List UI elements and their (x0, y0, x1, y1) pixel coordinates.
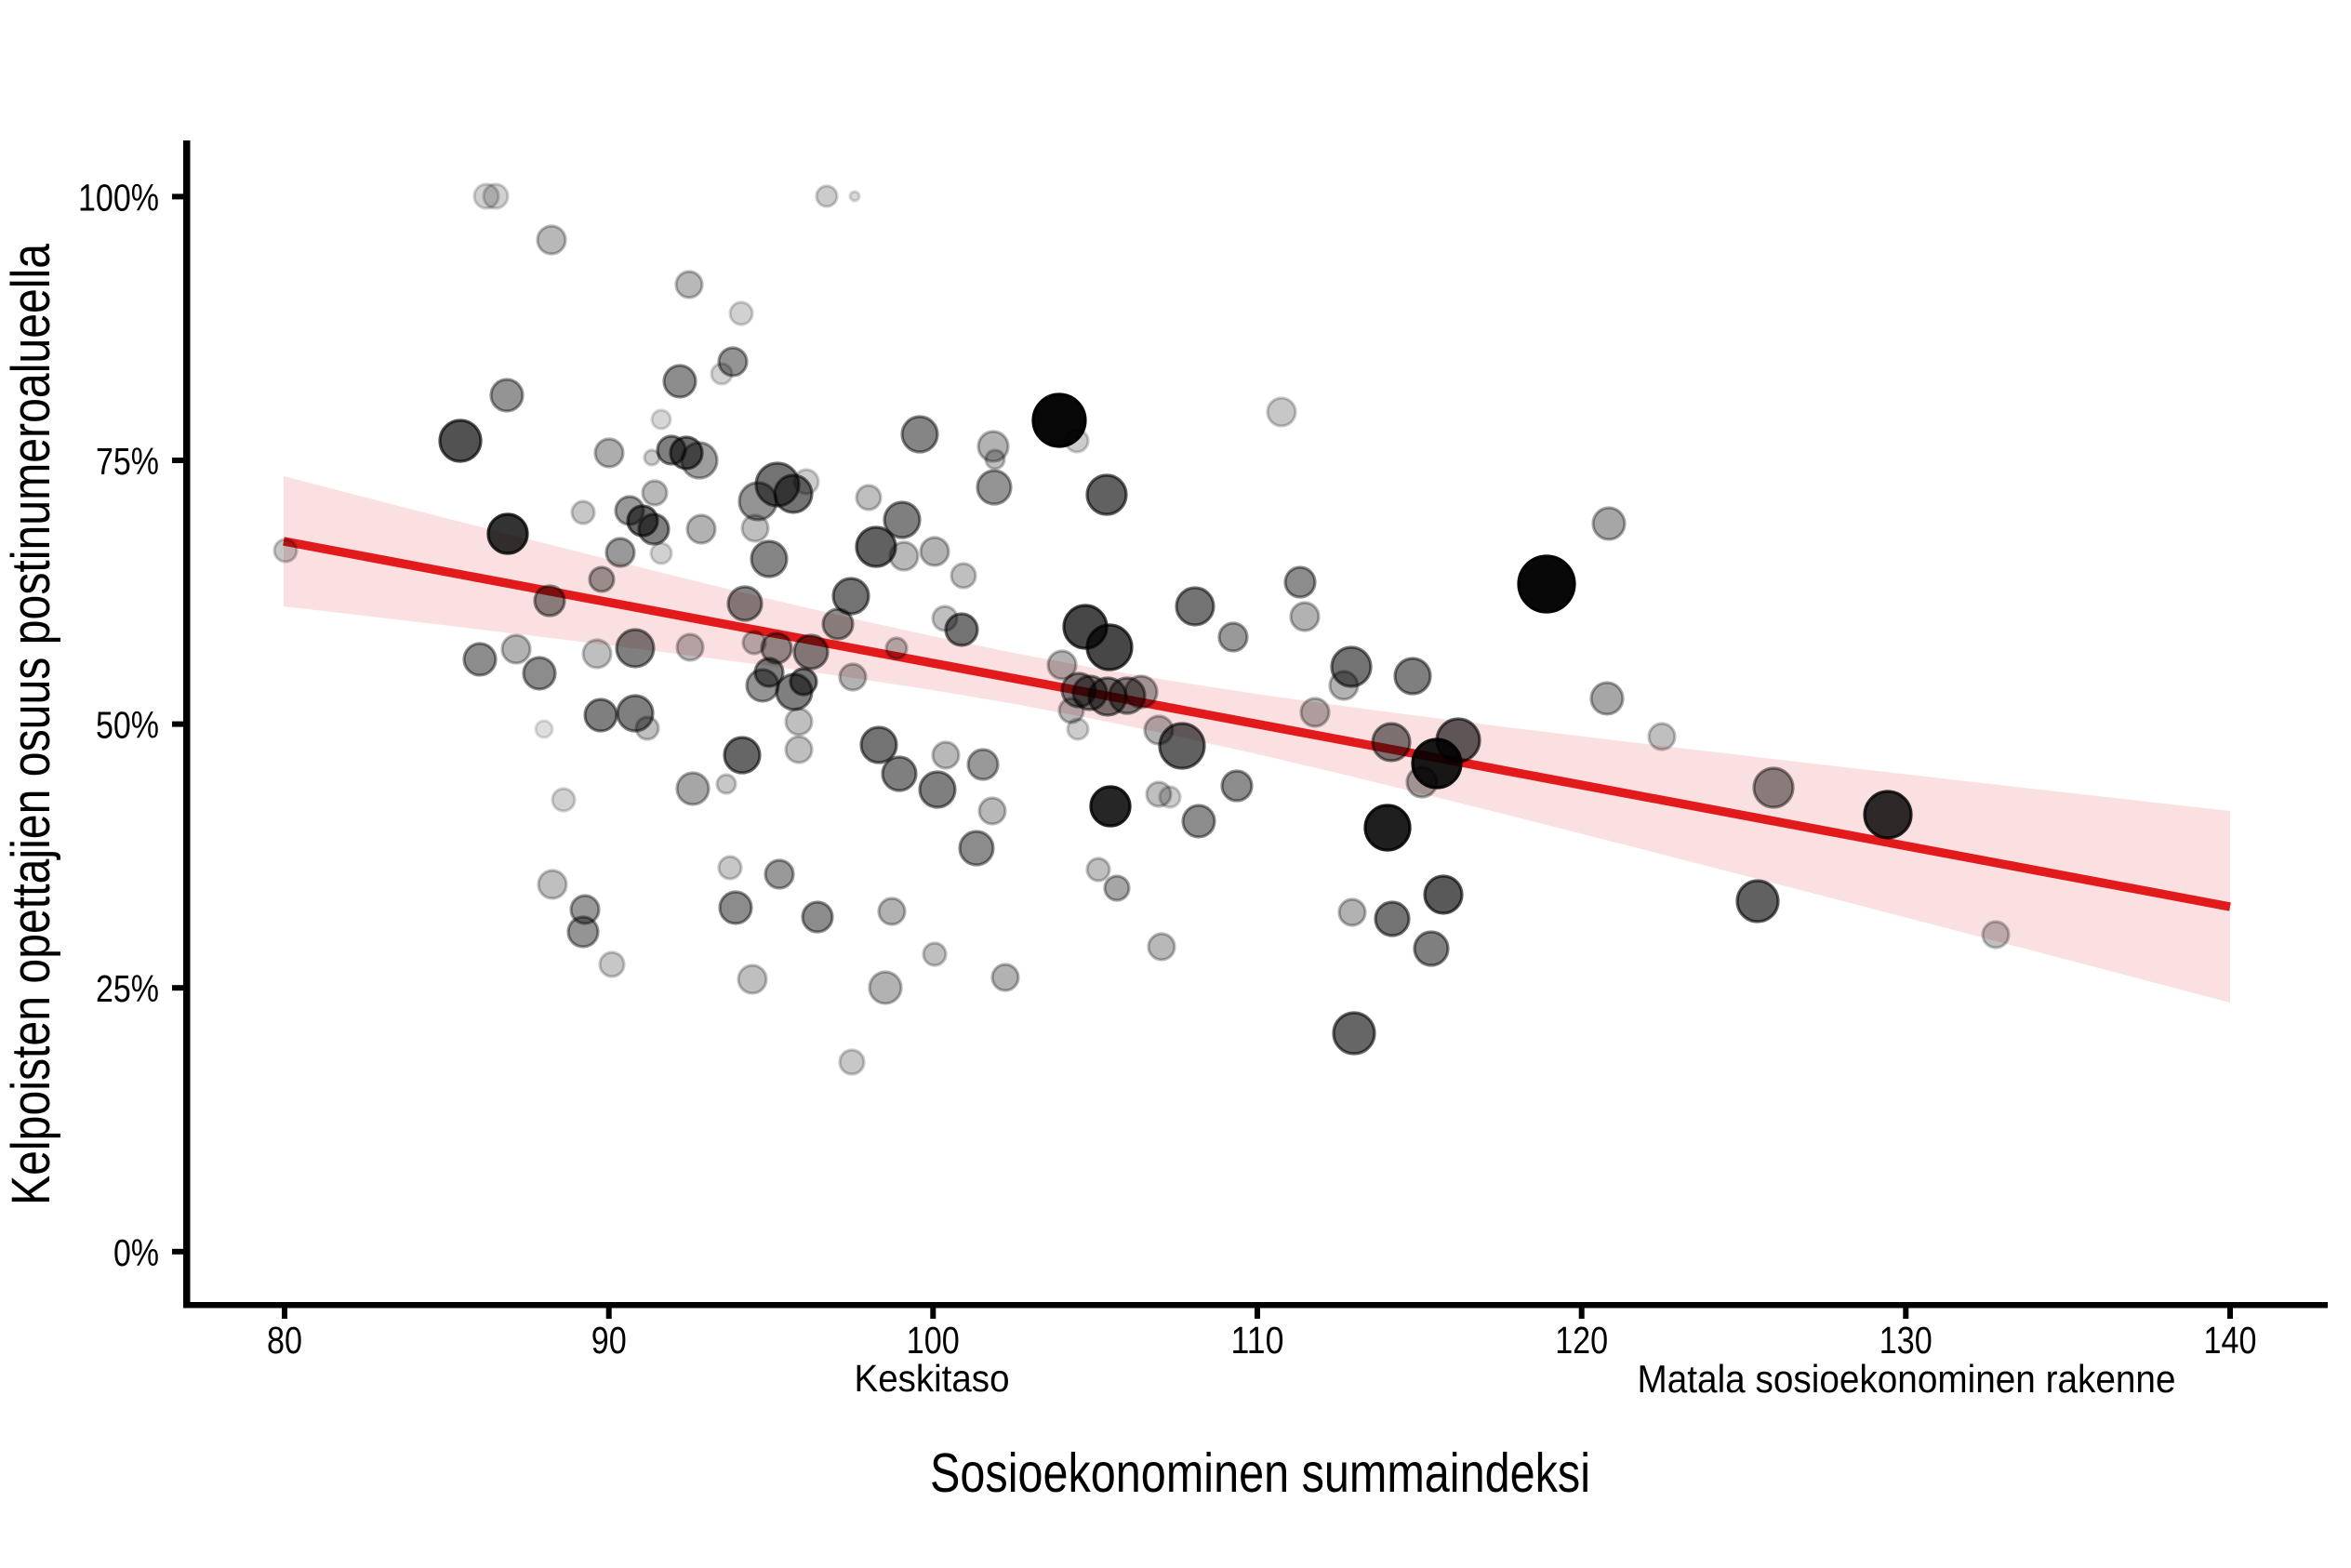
svg-text:80: 80 (267, 1319, 302, 1362)
svg-text:130: 130 (1879, 1319, 1933, 1362)
svg-text:Kelpoisten opettajien osuus po: Kelpoisten opettajien osuus postinumeroa… (1, 243, 61, 1205)
svg-text:120: 120 (1555, 1319, 1608, 1362)
svg-text:Sosioekonominen summaindeksi: Sosioekonominen summaindeksi (930, 1442, 1590, 1504)
svg-text:0%: 0% (113, 1231, 159, 1274)
svg-text:25%: 25% (96, 967, 159, 1010)
svg-text:Matala sosioekonominen rakenne: Matala sosioekonominen rakenne (1638, 1357, 2176, 1401)
svg-text:75%: 75% (96, 440, 159, 483)
svg-text:140: 140 (2204, 1319, 2257, 1362)
svg-text:90: 90 (591, 1319, 627, 1362)
svg-text:50%: 50% (96, 704, 159, 747)
svg-text:100: 100 (907, 1319, 960, 1362)
svg-text:110: 110 (1231, 1319, 1284, 1362)
svg-text:Keskitaso: Keskitaso (855, 1357, 1010, 1400)
svg-text:100%: 100% (78, 176, 159, 219)
